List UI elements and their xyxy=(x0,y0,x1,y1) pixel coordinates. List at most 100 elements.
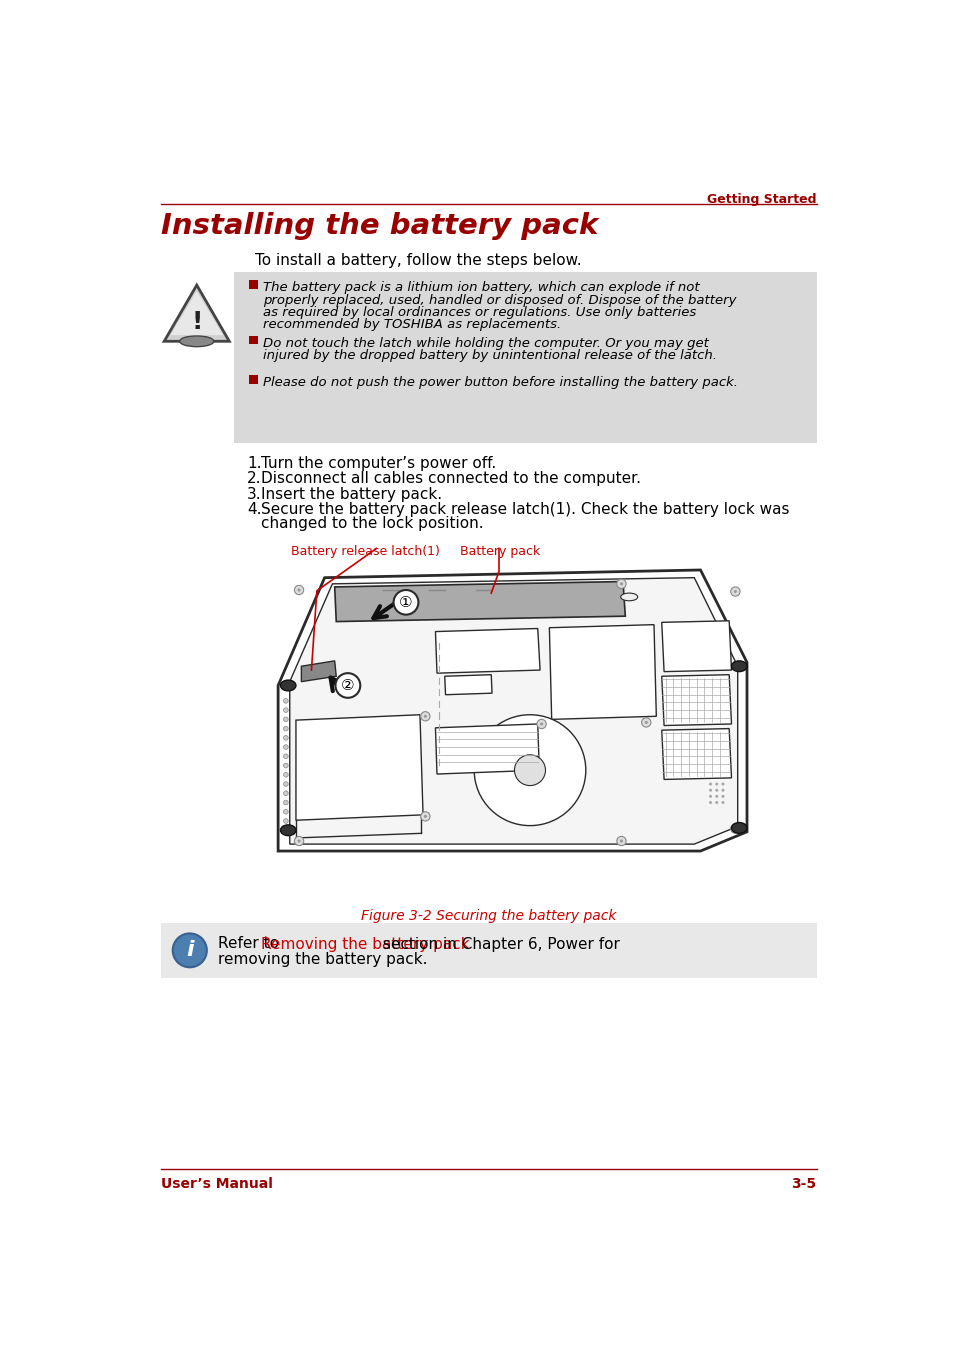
Circle shape xyxy=(715,789,718,792)
Circle shape xyxy=(283,754,288,758)
Circle shape xyxy=(420,812,430,822)
Circle shape xyxy=(283,791,288,796)
Circle shape xyxy=(294,836,303,846)
Circle shape xyxy=(283,773,288,777)
Text: Secure the battery pack release latch(1). Check the battery lock was: Secure the battery pack release latch(1)… xyxy=(261,502,789,517)
Circle shape xyxy=(733,590,736,594)
Polygon shape xyxy=(171,291,223,335)
Circle shape xyxy=(617,579,625,588)
Circle shape xyxy=(335,673,360,697)
Circle shape xyxy=(720,789,723,792)
Circle shape xyxy=(423,715,427,718)
Circle shape xyxy=(283,764,288,768)
Circle shape xyxy=(394,590,418,615)
Text: section in Chapter 6, Power for: section in Chapter 6, Power for xyxy=(377,936,619,951)
Circle shape xyxy=(720,801,723,804)
Circle shape xyxy=(420,712,430,720)
Text: To install a battery, follow the steps below.: To install a battery, follow the steps b… xyxy=(254,252,581,267)
Circle shape xyxy=(708,795,711,797)
Bar xyxy=(249,336,257,344)
Circle shape xyxy=(619,583,622,585)
Bar xyxy=(249,281,257,289)
Text: ①: ① xyxy=(398,595,413,610)
Text: Installing the battery pack: Installing the battery pack xyxy=(161,212,598,240)
Polygon shape xyxy=(278,571,746,851)
Text: 1.: 1. xyxy=(247,456,261,471)
Bar xyxy=(161,923,816,978)
Text: Battery release latch(1): Battery release latch(1) xyxy=(291,545,439,557)
Text: Insert the battery pack.: Insert the battery pack. xyxy=(261,487,442,502)
Ellipse shape xyxy=(179,336,213,347)
Circle shape xyxy=(294,585,303,595)
Text: ②: ② xyxy=(341,679,355,693)
Text: Turn the computer’s power off.: Turn the computer’s power off. xyxy=(261,456,496,471)
Text: User’s Manual: User’s Manual xyxy=(161,1176,273,1191)
Ellipse shape xyxy=(280,680,295,691)
Circle shape xyxy=(283,699,288,703)
Text: properly replaced, used, handled or disposed of. Dispose of the battery: properly replaced, used, handled or disp… xyxy=(262,294,736,306)
Text: changed to the lock position.: changed to the lock position. xyxy=(261,517,483,532)
Ellipse shape xyxy=(280,824,295,835)
Polygon shape xyxy=(444,674,492,695)
Text: i: i xyxy=(186,940,193,960)
Circle shape xyxy=(733,827,736,830)
Text: !: ! xyxy=(191,310,202,335)
Polygon shape xyxy=(164,285,229,341)
Circle shape xyxy=(720,795,723,797)
Circle shape xyxy=(619,839,622,843)
Text: The battery pack is a lithium ion battery, which can explode if not: The battery pack is a lithium ion batter… xyxy=(262,281,699,294)
Circle shape xyxy=(715,782,718,785)
Circle shape xyxy=(730,587,740,596)
Circle shape xyxy=(617,836,625,846)
Circle shape xyxy=(708,801,711,804)
Text: Removing the battery pack: Removing the battery pack xyxy=(260,936,469,951)
Text: Disconnect all cables connected to the computer.: Disconnect all cables connected to the c… xyxy=(261,471,640,487)
Circle shape xyxy=(283,718,288,722)
Ellipse shape xyxy=(731,661,746,672)
Circle shape xyxy=(297,588,300,592)
Polygon shape xyxy=(661,674,731,726)
Text: 4.: 4. xyxy=(247,502,261,517)
Circle shape xyxy=(283,708,288,712)
Circle shape xyxy=(283,745,288,750)
Circle shape xyxy=(172,934,207,967)
Circle shape xyxy=(708,789,711,792)
Polygon shape xyxy=(549,625,656,719)
Text: Refer to: Refer to xyxy=(218,936,284,951)
Polygon shape xyxy=(661,621,731,672)
Circle shape xyxy=(423,815,427,817)
Circle shape xyxy=(715,801,718,804)
Circle shape xyxy=(283,819,288,823)
Circle shape xyxy=(283,781,288,786)
Text: Figure 3-2 Securing the battery pack: Figure 3-2 Securing the battery pack xyxy=(361,909,616,923)
Polygon shape xyxy=(435,629,539,673)
Text: recommended by TOSHIBA as replacements.: recommended by TOSHIBA as replacements. xyxy=(262,318,560,332)
Circle shape xyxy=(641,718,650,727)
Circle shape xyxy=(297,839,300,843)
Circle shape xyxy=(514,755,545,785)
Polygon shape xyxy=(295,715,422,820)
Ellipse shape xyxy=(620,594,637,600)
Polygon shape xyxy=(290,577,737,844)
Text: 2.: 2. xyxy=(247,471,261,487)
Ellipse shape xyxy=(731,823,746,834)
Circle shape xyxy=(644,720,647,724)
Circle shape xyxy=(708,782,711,785)
Text: Please do not push the power button before installing the battery pack.: Please do not push the power button befo… xyxy=(262,376,737,389)
Circle shape xyxy=(715,795,718,797)
Text: 3.: 3. xyxy=(247,487,261,502)
Circle shape xyxy=(283,800,288,805)
Text: injured by the dropped battery by unintentional release of the latch.: injured by the dropped battery by uninte… xyxy=(262,349,716,362)
Circle shape xyxy=(283,735,288,741)
Text: as required by local ordinances or regulations. Use only batteries: as required by local ordinances or regul… xyxy=(262,306,695,318)
Polygon shape xyxy=(301,661,335,681)
Text: Battery pack: Battery pack xyxy=(459,545,540,557)
Polygon shape xyxy=(335,581,624,622)
Text: removing the battery pack.: removing the battery pack. xyxy=(218,952,428,967)
Circle shape xyxy=(539,723,542,726)
Text: Getting Started: Getting Started xyxy=(706,193,816,205)
Circle shape xyxy=(730,824,740,834)
Circle shape xyxy=(537,719,546,728)
Text: Do not touch the latch while holding the computer. Or you may get: Do not touch the latch while holding the… xyxy=(262,337,708,349)
Circle shape xyxy=(283,726,288,731)
